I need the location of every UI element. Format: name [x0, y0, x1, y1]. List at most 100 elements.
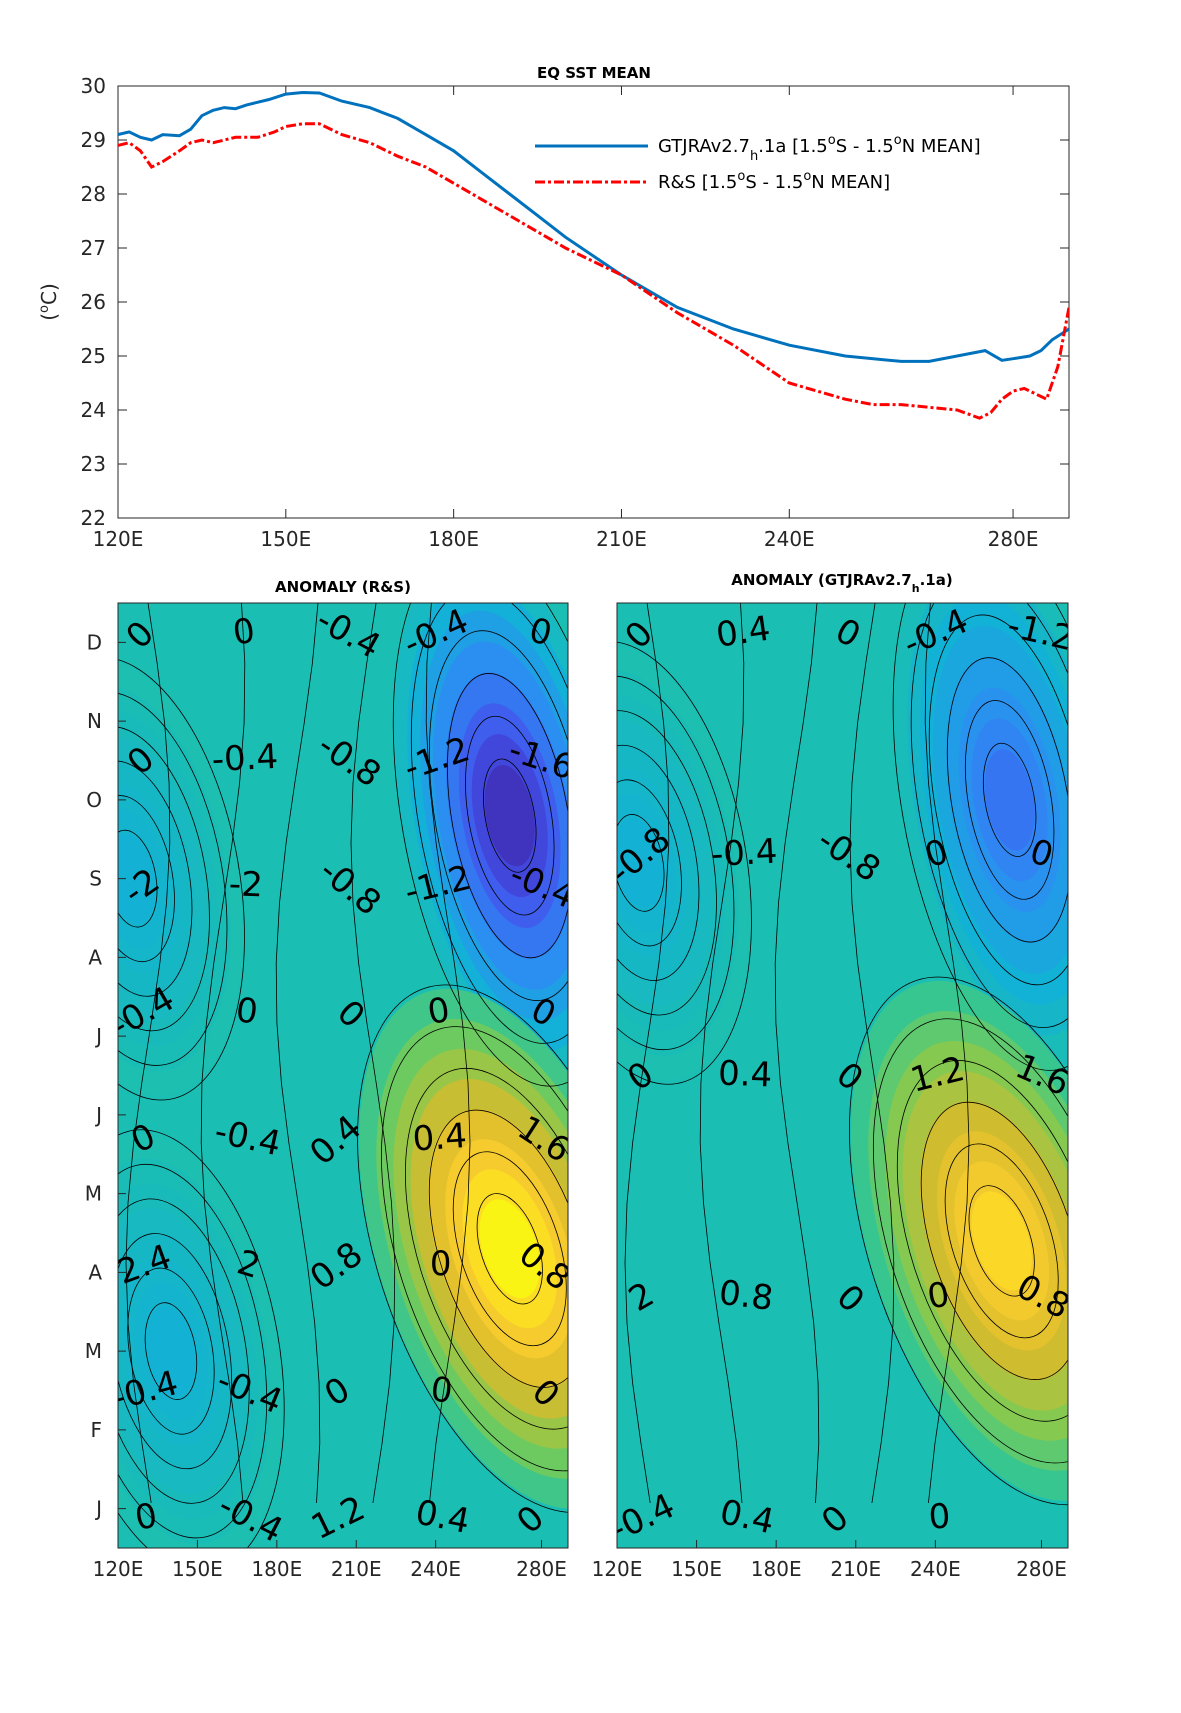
contour-line	[118, 1129, 285, 1548]
contour-line-zero	[125, 603, 171, 1504]
ytick-label: 28	[81, 182, 106, 206]
contour-line	[392, 603, 568, 1087]
contour-line	[892, 603, 1068, 1071]
line-chart-title: EQ SST MEAN	[537, 64, 651, 82]
ytick-label: 26	[81, 290, 106, 314]
xtick-label: 280E	[1016, 1557, 1067, 1581]
month-label: A	[88, 1260, 102, 1284]
heatmap-panel-gtjra: ANOMALY (GTJRAv2.7h.1a) 0 0.4 0 -0.4 -1.2-0.…	[592, 571, 1069, 1581]
contour-line	[896, 1060, 1068, 1422]
line-chart-panel: EQ SST MEAN 22 23 24 25 26 27 28 29 30 120E 150E 18…	[37, 64, 1070, 551]
contour-line	[982, 742, 1037, 857]
contour-line	[118, 1163, 268, 1539]
xtick-label: 150E	[172, 1557, 223, 1581]
contour-line	[118, 691, 228, 1066]
contour-line	[946, 657, 1068, 943]
contour-line	[476, 1193, 543, 1305]
contour-label: -2	[228, 864, 263, 905]
contour-line-zero	[350, 603, 396, 1504]
contour-line	[849, 976, 1068, 1506]
heatmap-axes-rs: 120E 150E 180E 210E 240E 280E J F M A M J J A S O N D	[85, 630, 567, 1581]
xtick-label: 240E	[764, 527, 815, 551]
contour-line	[118, 656, 245, 1101]
contour-label: 0.4	[411, 1116, 468, 1160]
contour-line	[127, 1267, 215, 1435]
ytick-label: 24	[81, 398, 106, 422]
heatmap-contours-gtjra	[617, 603, 1068, 1506]
contour-line	[428, 630, 568, 1001]
contour-line-zero	[924, 603, 970, 1504]
month-label: J	[94, 1024, 102, 1048]
contour-line	[928, 614, 1068, 986]
month-label: O	[86, 788, 102, 812]
ytick-label: 27	[81, 236, 106, 260]
xtick-label: 280E	[516, 1557, 567, 1581]
xtick-label: 150E	[671, 1557, 722, 1581]
contour-label: 0.8	[717, 1273, 776, 1319]
contour-line-zero	[624, 603, 670, 1504]
contour-line-zero	[849, 603, 895, 1504]
xtick-label: 210E	[830, 1557, 881, 1581]
contour-line	[964, 700, 1055, 900]
heatmap-frame-rs	[117, 602, 569, 1549]
contour-label: -0.4	[211, 737, 279, 780]
contour-line	[483, 758, 537, 873]
heatmap-blob-band	[984, 749, 1035, 851]
contour-line	[617, 744, 700, 981]
contour-line	[465, 715, 555, 916]
month-label: J	[94, 1497, 102, 1521]
contour-line	[944, 1143, 1059, 1339]
contour-line-zero	[425, 603, 471, 1504]
month-label: M	[85, 1339, 102, 1363]
heatmap-panel-rs: ANOMALY (R&S) 0 0 -0.4 -0.4 00 -0.4 -0.8 -1.2 -1…	[85, 578, 569, 1581]
month-label: M	[85, 1182, 102, 1206]
ytick-label: 29	[81, 128, 106, 152]
month-label: N	[87, 709, 102, 733]
heatmap-blob-band	[479, 1199, 540, 1299]
ytick-label: 25	[81, 344, 106, 368]
heatmap-blob-band	[617, 818, 664, 908]
ytick-label: 23	[81, 452, 106, 476]
contour-label: 0	[234, 990, 260, 1032]
month-label: D	[87, 630, 102, 654]
xtick-label: 120E	[592, 1557, 643, 1581]
contour-line	[617, 641, 752, 1085]
month-label: S	[89, 867, 102, 891]
xtick-label: 180E	[428, 527, 479, 551]
contour-label: 0	[430, 1244, 452, 1284]
month-label: J	[94, 1103, 102, 1127]
contour-line	[447, 673, 568, 959]
heatmap-axes-gtjra: 120E 150E 180E 210E 240E 280E	[592, 1540, 1067, 1581]
contour-line	[428, 1109, 568, 1388]
line-chart-ylabel: (oC)	[37, 283, 61, 321]
contour-line	[118, 795, 175, 963]
contour-label: 0.4	[714, 609, 773, 656]
contour-line	[617, 814, 665, 912]
heatmap-title-gtjra: ANOMALY (GTJRAv2.7h.1a)	[731, 571, 952, 595]
line-chart-legend: GTJRAv2.7h.1a [1.5oS - 1.5oN MEAN] R&S […	[535, 133, 981, 193]
contour-line	[118, 829, 158, 928]
heatmap-contours-rs	[118, 603, 568, 1548]
xtick-label: 210E	[331, 1557, 382, 1581]
heatmap-field-rs	[118, 603, 568, 1548]
contour-line	[118, 1233, 233, 1470]
heatmap-blob-band	[118, 834, 157, 924]
contour-line	[617, 710, 717, 1016]
line-chart-axes: 22 23 24 25 26 27 28 29 30 120E 150E 180E 210E 240E 28…	[81, 74, 1069, 551]
month-label: F	[90, 1418, 102, 1442]
ytick-label: 22	[81, 506, 106, 530]
contour-label: 0	[927, 1496, 951, 1537]
xtick-label: 240E	[910, 1557, 961, 1581]
contour-line	[920, 1101, 1068, 1380]
xtick-label: 150E	[260, 527, 311, 551]
contour-line	[118, 1198, 250, 1504]
contour-line	[381, 1026, 568, 1472]
contour-line	[617, 779, 682, 947]
xtick-label: 120E	[93, 1557, 144, 1581]
xtick-label: 180E	[751, 1557, 802, 1581]
heatmap-blob-band	[146, 1306, 196, 1396]
xtick-label: 180E	[251, 1557, 302, 1581]
contour-line	[410, 603, 568, 1044]
line-chart-plot-area	[117, 85, 1070, 519]
